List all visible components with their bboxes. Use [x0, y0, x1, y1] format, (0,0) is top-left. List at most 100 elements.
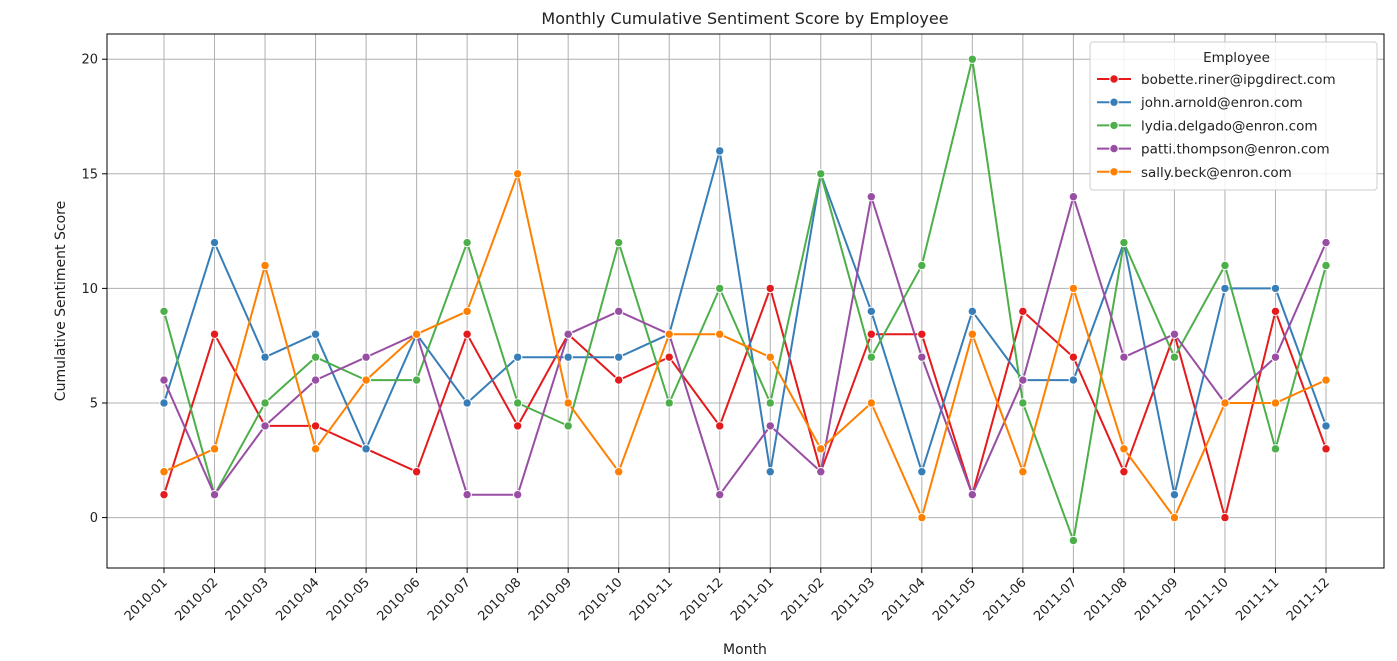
data-point: [967, 489, 978, 500]
data-point: [613, 237, 624, 248]
chart-title: Monthly Cumulative Sentiment Score by Em…: [541, 9, 948, 28]
data-point: [613, 375, 624, 385]
data-point: [1270, 283, 1281, 294]
x-tick-label: 2011-07: [1031, 575, 1080, 624]
data-point: [765, 421, 775, 431]
x-tick-label: 2011-11: [1233, 575, 1282, 624]
y-tick-label: 5: [90, 396, 98, 411]
data-point: [1018, 306, 1028, 317]
data-point: [1119, 352, 1129, 362]
data-point: [765, 283, 775, 294]
data-point: [159, 467, 169, 477]
data-point: [765, 352, 775, 362]
data-point: [613, 352, 624, 362]
legend-box: [1089, 41, 1378, 191]
data-point: [563, 329, 573, 339]
data-point: [613, 306, 624, 317]
x-tick-label: 2010-03: [223, 575, 272, 624]
data-point: [1018, 467, 1028, 477]
data-point: [209, 489, 220, 500]
x-axis: 2010-01 2010-02 2010-03 2010-04 2010-05 2010-…: [122, 568, 1333, 624]
data-point: [310, 375, 321, 385]
series-line: [163, 149, 1327, 496]
series-1: [159, 146, 1331, 500]
data-point: [1321, 421, 1331, 431]
data-point: [1169, 489, 1180, 500]
x-tick-label: 2011-06: [981, 575, 1030, 624]
data-point: [563, 352, 573, 362]
data-point: [411, 375, 422, 385]
data-point: [1220, 398, 1230, 408]
data-point: [1321, 237, 1331, 248]
data-point: [715, 146, 725, 156]
y-axis-title: Cumulative Sentiment Score: [53, 201, 69, 401]
data-point: [462, 237, 472, 248]
y-tick-label: 0: [90, 511, 98, 526]
legend-label: lydia.delgado@enron.com: [1141, 118, 1317, 134]
data-point: [664, 352, 674, 362]
data-point: [765, 398, 775, 408]
data-point: [411, 467, 422, 477]
data-point: [1220, 283, 1230, 294]
data-point: [462, 489, 472, 500]
data-point: [260, 352, 270, 362]
x-tick-label: 2010-09: [526, 575, 575, 624]
data-point: [715, 283, 725, 294]
x-tick-label: 2010-08: [475, 575, 524, 624]
data-point: [462, 329, 472, 339]
data-point: [715, 329, 725, 339]
grid: [107, 34, 1384, 568]
x-tick-label: 2010-04: [273, 575, 322, 624]
data-point: [310, 329, 321, 339]
x-tick-label: 2010-07: [425, 575, 474, 624]
data-point: [310, 421, 321, 431]
data-point: [664, 329, 674, 339]
data-point: [967, 329, 978, 339]
data-point: [260, 260, 270, 271]
series-line: [163, 287, 1327, 519]
data-point: [310, 352, 321, 362]
data-point: [260, 398, 270, 408]
x-tick-label: 2011-09: [1132, 575, 1181, 624]
legend-label: patti.thompson@enron.com: [1141, 142, 1330, 158]
data-point: [159, 375, 169, 385]
data-point: [917, 467, 927, 477]
x-tick-label: 2011-03: [829, 575, 878, 624]
x-tick-label: 2010-12: [678, 575, 727, 624]
x-axis-title: Month: [723, 642, 767, 658]
x-tick-label: 2011-12: [1284, 575, 1333, 624]
data-point: [563, 398, 573, 408]
data-point: [613, 467, 624, 477]
legend-label: bobette.riner@ipgdirect.com: [1141, 72, 1336, 88]
data-point: [361, 375, 371, 385]
data-point: [866, 306, 877, 317]
data-point: [512, 169, 523, 179]
data-point: [1119, 467, 1129, 477]
series-line: [163, 195, 1327, 496]
data-point: [1169, 352, 1180, 362]
data-point: [512, 352, 523, 362]
x-tick-label: 2011-01: [728, 575, 777, 624]
legend-title: Employee: [1203, 50, 1270, 66]
plot-area: [106, 33, 1385, 569]
data-point: [1068, 352, 1079, 362]
data-point: [159, 398, 169, 408]
x-tick-label: 2011-04: [880, 575, 929, 624]
series-line: [163, 172, 1327, 519]
x-tick-label: 2011-10: [1183, 575, 1232, 624]
data-point: [310, 444, 321, 454]
data-point: [1018, 375, 1028, 385]
data-point: [1068, 535, 1079, 546]
data-point: [1220, 260, 1230, 271]
legend-marker: [1109, 120, 1119, 131]
data-point: [159, 306, 169, 317]
data-point: [563, 421, 573, 431]
data-point: [1270, 352, 1281, 362]
data-point: [209, 329, 220, 339]
data-point: [512, 398, 523, 408]
y-tick-label: 20: [81, 53, 98, 68]
x-tick-label: 2010-01: [122, 575, 171, 624]
legend: Employee bobette.riner@ipgdirect.com john.…: [1089, 41, 1378, 191]
data-point: [1270, 444, 1281, 454]
